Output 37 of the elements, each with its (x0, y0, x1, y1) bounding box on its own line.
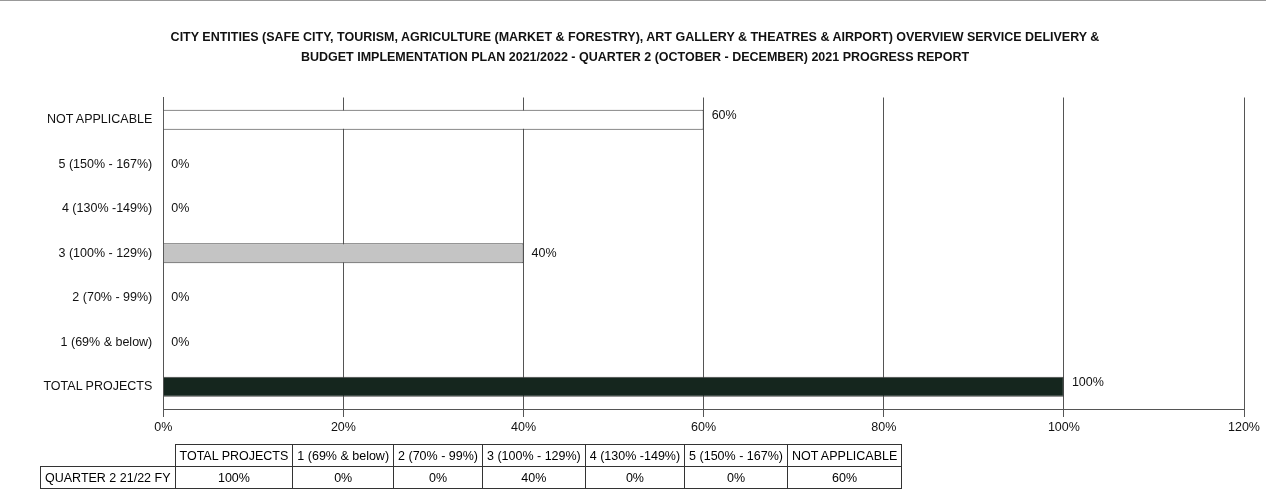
category-label: 3 (100% - 129%) (486, 448, 581, 463)
category-label: 5 (150% - 167%) (689, 448, 783, 463)
x-tick-label: 100% (1047, 419, 1080, 434)
data-label: 0% (171, 156, 190, 171)
x-tick-label: 80% (871, 419, 897, 434)
text: 100% (217, 470, 250, 485)
x-tick-label: 20% (330, 419, 356, 434)
category-label: TOTAL PROJECTS (179, 448, 289, 463)
category-label: 4 (130% -149%) (589, 448, 681, 463)
category-label: 2 (70% - 99%) (398, 448, 478, 463)
category-label: 1 (69% & below) (297, 448, 390, 463)
x-tick-label: 120% (1228, 419, 1260, 434)
y-tick-label: 2 (70% - 99%) (72, 290, 153, 305)
data-label: 0% (171, 334, 190, 349)
text: QUARTER 2 21/22 FY (40, 466, 176, 489)
y-tick-label: 5 (150% - 167%) (58, 156, 153, 171)
text: 60% (832, 470, 858, 485)
y-tick-label: 4 (130% -149%) (61, 201, 153, 216)
chart-title: CITY ENTITIES (SAFE CITY, TOURISM, AGRICULTURE (MARKET & FORESTRY), ART GALLERY & THEATRES & AIRPORT) OVERVIEW SERVICE DELIVERY & BUDGET IMPLEMENTATION PLAN 2021/2022 - QUARTER 2 (OCTOBER - DECEMBER) 2021 PROGRESS REPORT (169, 29, 1101, 66)
text: 0% (726, 470, 746, 485)
text: 0% (428, 470, 448, 485)
data-label: 100% (1071, 375, 1104, 390)
data-label: 0% (171, 201, 190, 216)
x-tick-label: 60% (691, 419, 717, 434)
x-tick-label: 0% (154, 419, 173, 434)
text: 0% (334, 470, 353, 485)
x-tick-label: 40% (511, 419, 537, 434)
y-tick-label: TOTAL PROJECTS (43, 379, 153, 394)
data-label: 40% (531, 245, 557, 260)
y-tick-label: NOT APPLICABLE (46, 112, 153, 127)
text: 0% (625, 470, 644, 485)
data-label: 60% (711, 108, 737, 123)
y-tick-label: 3 (100% - 129%) (58, 245, 153, 260)
data-label: 0% (171, 290, 190, 305)
y-tick-label: 1 (69% & below) (60, 334, 153, 349)
text: 40% (521, 470, 547, 485)
category-label: NOT APPLICABLE (791, 448, 898, 463)
